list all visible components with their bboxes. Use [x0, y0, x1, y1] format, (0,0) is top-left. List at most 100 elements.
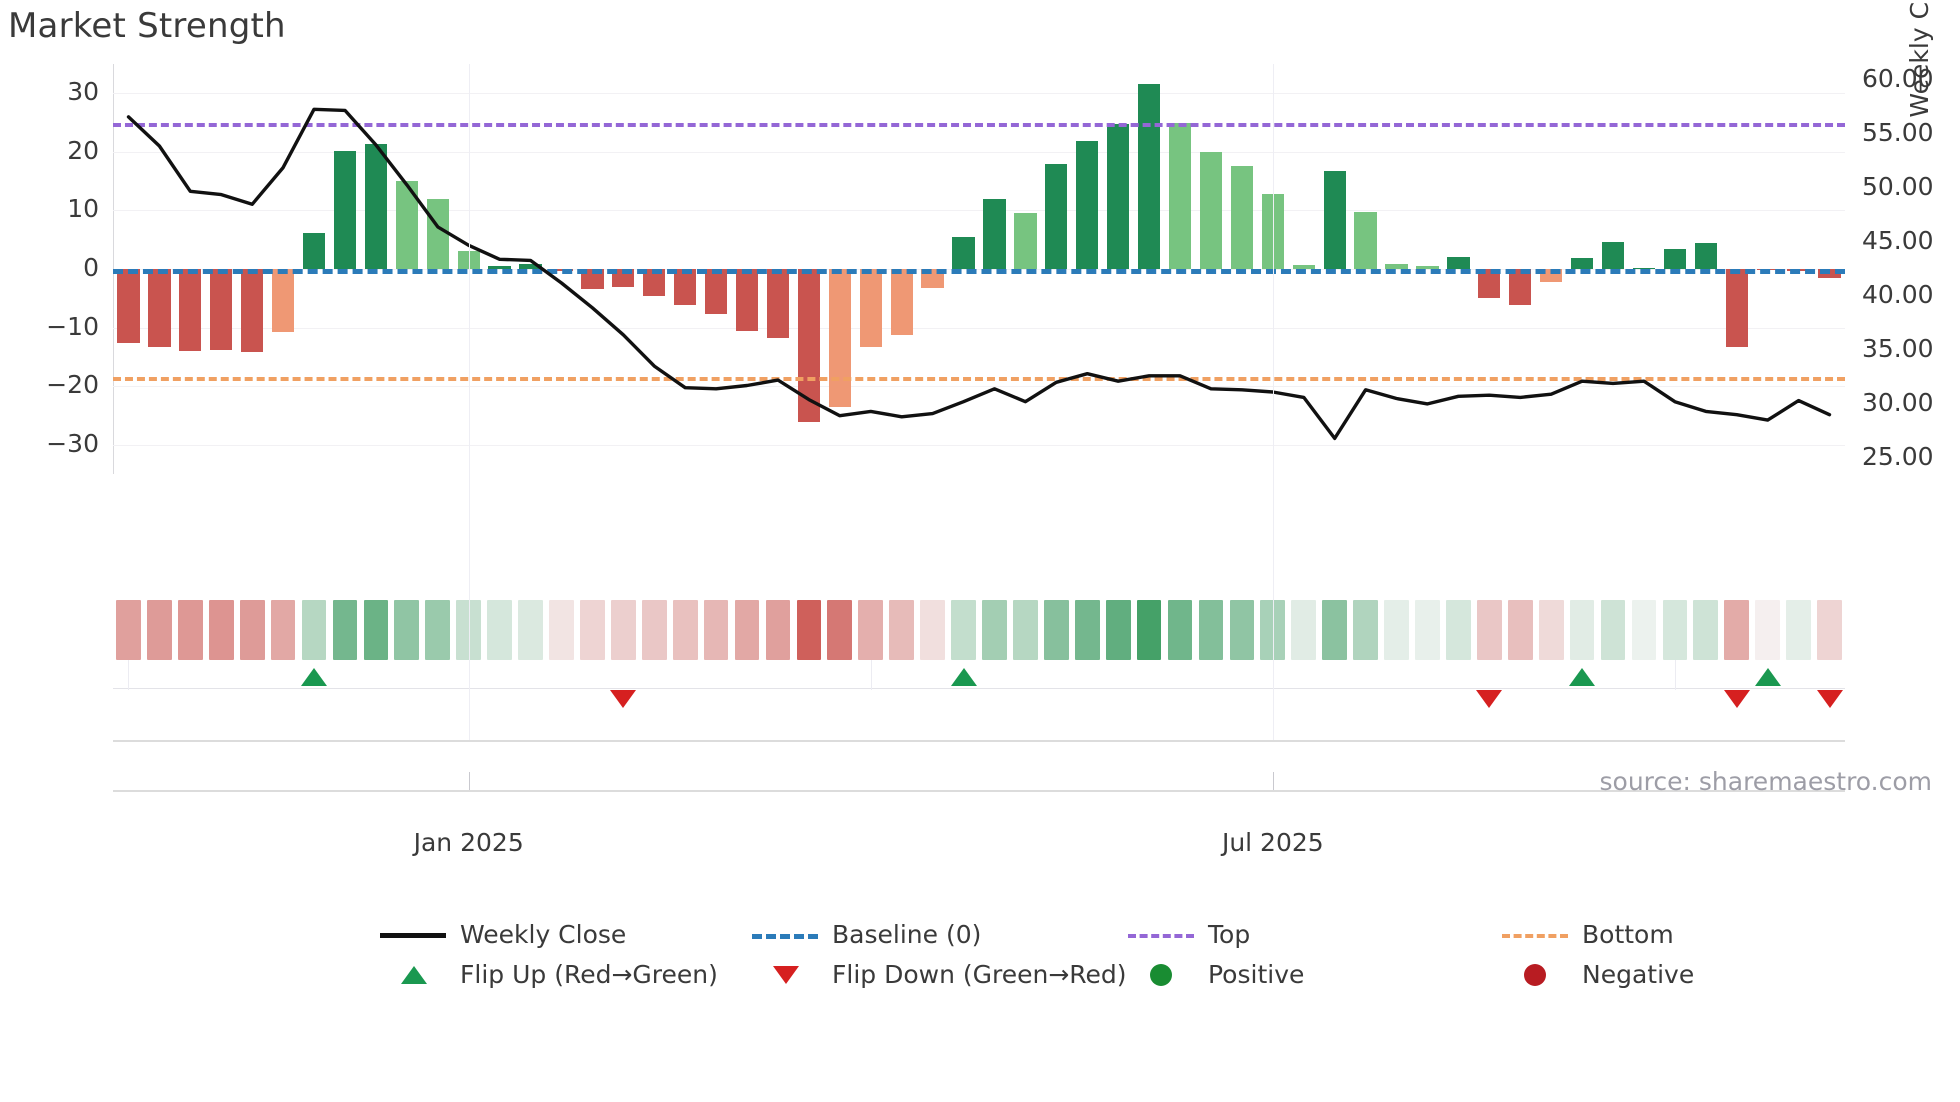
legend-item[interactable]: Baseline (0)	[752, 920, 981, 949]
heat-strip-cell	[1538, 600, 1564, 660]
legend-row-1: Weekly Close Baseline (0) Top Bottom	[0, 920, 1960, 960]
right-tick-label: 40.00	[1862, 279, 1934, 309]
strength-bar	[1014, 213, 1037, 269]
flip-band-gridline	[870, 660, 872, 690]
right-tick-label: 45.00	[1862, 226, 1934, 256]
source-attribution: source: sharemaestro.com	[1599, 767, 1933, 796]
right-tick-label: 30.00	[1862, 387, 1934, 417]
strength-bar	[1137, 83, 1161, 269]
legend-label: Bottom	[1582, 920, 1674, 949]
strength-bar	[1199, 151, 1223, 269]
strength-bar	[704, 269, 728, 314]
heat-strip-cell	[1476, 600, 1502, 660]
strength-bar	[1323, 171, 1346, 269]
heat-strip-cell	[982, 600, 1007, 660]
legend-label: Flip Down (Green→Red)	[832, 960, 1127, 989]
heat-strip-cell	[1167, 600, 1193, 660]
top-reference-line	[113, 122, 1845, 127]
heat-strip-cell	[363, 600, 389, 660]
flip-band-axis	[113, 688, 1845, 689]
heat-strip-cell	[147, 600, 172, 660]
gridline	[113, 93, 1845, 95]
flip-up-marker	[950, 668, 977, 686]
strength-bar	[828, 269, 851, 408]
strength-bar	[1663, 249, 1687, 269]
strength-bar	[1107, 124, 1130, 269]
heat-strip-cell	[1074, 600, 1100, 660]
heat-strip-cell	[1693, 600, 1719, 660]
flip-band-gridline	[1674, 660, 1676, 690]
strength-bar	[797, 269, 821, 423]
strength-bar	[241, 269, 264, 353]
heat-strip-cell	[1415, 600, 1440, 660]
right-tick-label: 50.00	[1862, 172, 1934, 202]
flip-down-marker	[1723, 690, 1750, 708]
heat-strip-cell	[734, 600, 760, 660]
heat-strip-cell	[270, 600, 296, 660]
strength-bar	[1478, 269, 1501, 298]
x-axis-vertical-guide	[468, 64, 470, 740]
strength-bar	[302, 232, 326, 269]
heat-strip-cell	[1043, 600, 1069, 660]
heat-strip-cell	[920, 600, 945, 660]
heat-strip-cell	[1136, 600, 1162, 660]
heat-strip-cell	[1229, 600, 1255, 660]
strength-bar	[674, 269, 697, 306]
dashed-line-icon	[752, 924, 818, 946]
heat-strip-cell	[1569, 600, 1595, 660]
circle-marker-icon	[1128, 963, 1194, 986]
strength-bar	[1168, 123, 1192, 269]
weekly-close-polyline	[126, 107, 1832, 441]
strength-bar	[148, 269, 171, 348]
flip-markers-band	[113, 660, 1845, 740]
heat-strip-cell	[641, 600, 667, 660]
legend-label: Top	[1208, 920, 1251, 949]
heat-strip-cell	[177, 600, 203, 660]
flip-down-marker	[1816, 690, 1843, 708]
heat-strip-cell	[1631, 600, 1657, 660]
strength-bar	[890, 269, 913, 336]
strength-bar	[426, 198, 449, 269]
heat-strip-cell	[1105, 600, 1131, 660]
strength-bar	[210, 269, 233, 350]
legend-item[interactable]: Positive	[1128, 960, 1304, 989]
strength-bar	[117, 269, 140, 343]
legend-item[interactable]: Bottom	[1502, 920, 1674, 949]
triangle-up-icon	[380, 964, 446, 986]
heat-strip-cell	[116, 600, 141, 660]
heat-strip-cell	[456, 600, 482, 660]
heat-strip-cell	[1353, 600, 1378, 660]
strength-bar	[1570, 257, 1594, 269]
legend-item[interactable]: Flip Up (Red→Green)	[380, 960, 718, 989]
strength-bar	[1230, 165, 1254, 269]
strength-bar	[1509, 269, 1532, 305]
legend-item[interactable]: Flip Down (Green→Red)	[752, 960, 1127, 989]
page-title: Market Strength	[8, 6, 286, 46]
strength-bar	[766, 269, 790, 339]
heat-strip-cell	[1817, 600, 1842, 660]
legend-item[interactable]: Top	[1128, 920, 1250, 949]
right-tick-label: 55.00	[1862, 118, 1934, 148]
flip-up-marker	[1569, 668, 1596, 686]
heat-strip-cell	[1755, 600, 1781, 660]
gridline	[113, 386, 1845, 388]
left-tick-label: −10	[46, 311, 99, 341]
heat-strip-cell	[425, 600, 451, 660]
strength-bar	[952, 237, 975, 269]
legend-item[interactable]: Weekly Close	[380, 920, 626, 949]
heat-strip-cell	[1786, 600, 1811, 660]
heat-strip-cell	[301, 600, 327, 660]
heat-strip-cell	[580, 600, 605, 660]
strength-bar	[1076, 140, 1099, 269]
heat-strip-cell	[518, 600, 543, 660]
strength-bar	[1045, 163, 1068, 269]
strength-bar	[1261, 194, 1284, 269]
right-tick-label: 35.00	[1862, 333, 1934, 363]
legend-item[interactable]: Negative	[1502, 960, 1694, 989]
heat-strip-cell	[1446, 600, 1471, 660]
heat-strip-cell	[1384, 600, 1409, 660]
right-tick-label: 25.00	[1862, 441, 1934, 471]
strength-bar	[395, 181, 418, 269]
left-tick-label: 20	[67, 135, 99, 165]
